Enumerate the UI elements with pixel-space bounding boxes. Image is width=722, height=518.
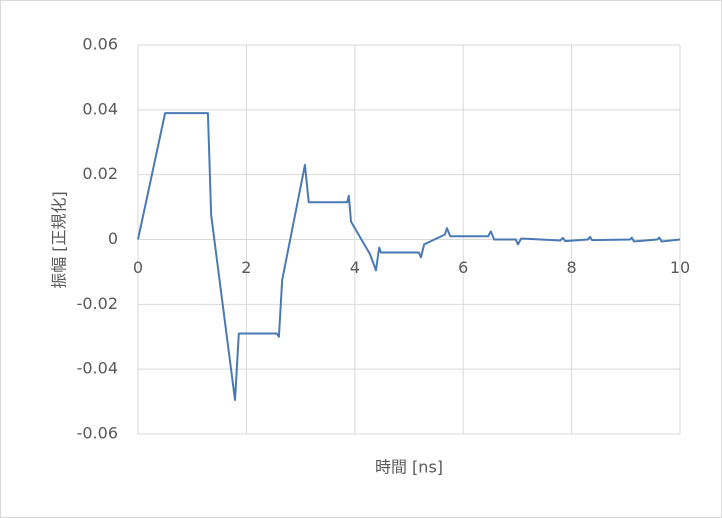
y-tick-label: 0: [108, 229, 118, 248]
y-tick-label: 0.02: [82, 164, 118, 183]
x-tick-label: 0: [133, 258, 143, 277]
y-axis-label: 振幅 [正規化]: [50, 191, 69, 289]
x-tick-label: 2: [241, 258, 251, 277]
y-tick-label: -0.06: [77, 424, 118, 443]
y-tick-label: -0.02: [77, 294, 118, 313]
y-tick-label: 0.06: [82, 35, 118, 54]
x-tick-label: 10: [670, 258, 690, 277]
data-line: [137, 112, 681, 401]
y-tick-label: -0.04: [77, 359, 118, 378]
x-tick-label: 4: [350, 258, 360, 277]
x-tick-label: 6: [458, 258, 468, 277]
x-axis-label: 時間 [ns]: [375, 458, 443, 477]
y-tick-label: 0.04: [82, 99, 118, 118]
x-tick-label: 8: [567, 258, 577, 277]
